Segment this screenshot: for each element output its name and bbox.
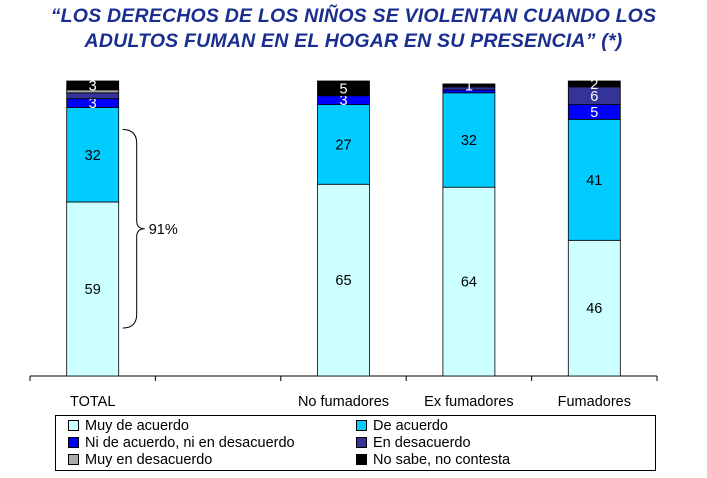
bar-total-de-acuerdo xyxy=(66,107,120,203)
data-label-fumadores-en-desacuerdo: 6 xyxy=(590,89,598,105)
chart-title-line-1: “LOS DERECHOS DE LOS NIÑOS SE VIOLENTAN … xyxy=(50,5,657,27)
data-label-ex-fumadores-muy-de-acuerdo: 64 xyxy=(461,275,477,291)
bar-no-fumadores-muy-de-acuerdo xyxy=(317,183,370,377)
bar-no-fumadores-de-acuerdo xyxy=(317,104,370,185)
legend-swatch xyxy=(68,453,79,465)
data-label-ex-fumadores-de-acuerdo: 32 xyxy=(461,133,477,149)
bar-ex-fumadores-de-acuerdo xyxy=(442,92,496,188)
bar-no-fumadores-no-sabe-no-contesta xyxy=(317,80,370,97)
legend-label: Muy en desacuerdo xyxy=(85,452,213,468)
legend-item-muy-en-desacuerdo: Muy en desacuerdo xyxy=(68,451,212,469)
data-label-ex-fumadores-no-sabe-no-contesta: 1 xyxy=(465,78,473,94)
bar-total-no-sabe-no-contesta xyxy=(66,80,120,91)
legend-label: En desacuerdo xyxy=(373,435,471,451)
data-label-total-ni-de-acuerdo-ni-en-desacuerdo: 3 xyxy=(89,96,97,112)
legend-label: Ni de acuerdo, ni en desacuerdo xyxy=(85,435,295,451)
bar-total-muy-de-acuerdo xyxy=(66,201,120,377)
x-tick-label-ex-fumadores: Ex fumadores xyxy=(424,394,513,410)
legend-swatch xyxy=(68,419,79,431)
annotation-brace-label: 91% xyxy=(149,222,178,238)
bar-ex-fumadores-no-sabe-no-contesta xyxy=(442,83,496,88)
bar-fumadores-de-acuerdo xyxy=(567,118,621,241)
x-tick-label-fumadores: Fumadores xyxy=(558,394,631,410)
data-label-total-muy-de-acuerdo: 59 xyxy=(85,282,101,298)
data-label-no-fumadores-de-acuerdo: 27 xyxy=(335,137,351,153)
legend-item-en-desacuerdo: En desacuerdo xyxy=(356,434,471,452)
legend-item-muy-de-acuerdo: Muy de acuerdo xyxy=(68,417,189,435)
data-label-no-fumadores-muy-de-acuerdo: 65 xyxy=(335,273,351,289)
chart-title-line-2: ADULTOS FUMAN EN EL HOGAR EN SU PRESENCI… xyxy=(84,30,623,52)
annotation-brace xyxy=(122,129,145,329)
legend-label: Muy de acuerdo xyxy=(85,418,189,434)
legend-label: No sabe, no contesta xyxy=(373,452,511,468)
x-tick-label-total: TOTAL xyxy=(70,394,115,410)
data-label-fumadores-muy-de-acuerdo: 46 xyxy=(586,301,602,317)
data-label-no-fumadores-no-sabe-no-contesta: 5 xyxy=(339,81,347,97)
data-label-fumadores-no-sabe-no-contesta: 2 xyxy=(590,77,598,93)
data-label-total-de-acuerdo: 32 xyxy=(85,148,101,164)
x-tick-label-no-fumadores: No fumadores xyxy=(298,394,389,410)
bar-ex-fumadores-muy-de-acuerdo xyxy=(442,186,496,377)
legend-item-ni-de-acuerdo-ni-en-desacuerdo: Ni de acuerdo, ni en desacuerdo xyxy=(68,434,295,452)
legend-label: De acuerdo xyxy=(373,418,448,434)
legend-swatch xyxy=(356,419,367,431)
legend-swatch xyxy=(356,453,367,465)
bar-fumadores-no-sabe-no-contesta xyxy=(567,80,621,88)
legend-item-de-acuerdo: De acuerdo xyxy=(356,417,448,435)
data-label-no-fumadores-ni-de-acuerdo-ni-en-desacuerdo: 3 xyxy=(339,93,347,109)
chart-title: “LOS DERECHOS DE LOS NIÑOS SE VIOLENTAN … xyxy=(0,4,707,54)
legend-item-no-sabe-no-contesta: No sabe, no contesta xyxy=(356,451,510,469)
data-label-fumadores-ni-de-acuerdo-ni-en-desacuerdo: 5 xyxy=(590,105,598,121)
data-label-fumadores-de-acuerdo: 41 xyxy=(586,173,602,189)
legend-swatch xyxy=(68,436,79,448)
legend-swatch xyxy=(356,436,367,448)
chart-legend: Muy de acuerdo De acuerdo Ni de acuerdo, n… xyxy=(55,415,656,471)
data-label-total-no-sabe-no-contesta: 3 xyxy=(89,78,97,94)
bar-fumadores-muy-de-acuerdo xyxy=(567,239,621,377)
